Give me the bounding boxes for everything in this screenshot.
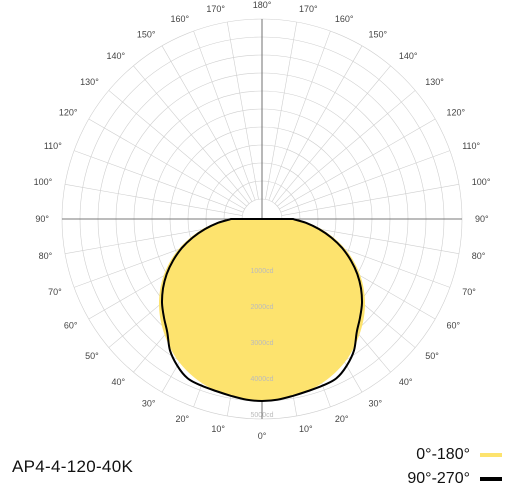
grid-spoke	[274, 65, 391, 204]
radial-labels: 1000cd 2000cd 3000cd 4000cd 5000cd	[251, 268, 274, 419]
angle-label: 120°	[59, 108, 78, 118]
angle-label: 40°	[111, 377, 125, 387]
angle-label: 170°	[206, 4, 225, 14]
legend-swatch-0-180	[480, 453, 502, 457]
angle-label: 20°	[335, 414, 349, 424]
angle-label: 60°	[64, 321, 78, 331]
radial-label: 1000cd	[251, 268, 274, 275]
angle-label: 100°	[472, 177, 491, 187]
series-0-180	[158, 219, 366, 401]
grid-spoke	[280, 150, 451, 213]
angle-label: 130°	[425, 77, 444, 87]
legend-item-0-180: 0°-180°	[416, 446, 502, 464]
angle-label: 10°	[299, 424, 313, 434]
angle-label: 90°	[475, 214, 489, 224]
legend-label-90-270: 90°-270°	[407, 470, 470, 487]
angle-label: 150°	[137, 30, 156, 40]
angle-label: 50°	[425, 351, 439, 361]
angle-label: 50°	[85, 351, 99, 361]
legend-label-0-180: 0°-180°	[416, 446, 470, 463]
radial-label: 5000cd	[251, 412, 274, 419]
grid-spoke	[281, 183, 460, 216]
radial-label: 2000cd	[251, 304, 274, 311]
angle-label: 130°	[80, 77, 99, 87]
radial-label: 4000cd	[251, 376, 274, 383]
angle-labels: 0° 10° 20° 30° 40° 50° 60° 70° 80° 90° 100° 110° 120…	[34, 0, 491, 440]
legend-item-90-270: 90°-270°	[407, 470, 502, 488]
grid-spoke	[64, 183, 243, 216]
grid-spoke	[193, 30, 256, 201]
angle-label: 0°	[258, 431, 267, 440]
legend-swatch-90-270	[480, 477, 502, 481]
angle-label: 120°	[447, 108, 466, 118]
grid-spoke	[265, 21, 298, 200]
angle-label: 160°	[170, 14, 189, 24]
grid-spoke	[88, 118, 245, 210]
angle-label: 140°	[399, 51, 418, 61]
angle-label: 20°	[175, 414, 189, 424]
angle-label: 110°	[44, 141, 62, 151]
angle-label: 70°	[462, 287, 476, 297]
radial-label: 3000cd	[251, 340, 274, 347]
grid-spoke	[226, 21, 259, 200]
angle-label: 60°	[447, 321, 461, 331]
grid-spoke	[161, 45, 253, 202]
series-layer	[158, 218, 366, 403]
angle-label: 10°	[211, 424, 225, 434]
grid-spoke	[268, 30, 331, 201]
grid-spoke	[108, 90, 247, 207]
angle-label: 150°	[369, 30, 388, 40]
series-90-270	[160, 218, 364, 403]
angle-label: 40°	[399, 377, 413, 387]
polar-chart: 0° 10° 20° 30° 40° 50° 60° 70° 80° 90° 100° 110° 120…	[34, 0, 491, 440]
angle-label: 180°	[253, 0, 272, 10]
angle-label: 70°	[48, 287, 62, 297]
angle-label: 80°	[39, 251, 53, 261]
grid-spoke	[73, 150, 244, 213]
grid-spoke	[133, 65, 250, 204]
angle-label: 160°	[335, 14, 354, 24]
angle-label: 90°	[35, 214, 49, 224]
angle-label: 170°	[299, 4, 318, 14]
grid-spoke	[279, 118, 436, 210]
angle-label: 30°	[369, 399, 383, 409]
angle-label: 140°	[106, 51, 125, 61]
model-label: AP4-4-120-40K	[12, 457, 134, 476]
grid-spoke	[277, 90, 416, 207]
angle-label: 100°	[34, 177, 53, 187]
angle-label: 30°	[142, 399, 156, 409]
angle-label: 80°	[472, 251, 486, 261]
grid-spoke	[271, 45, 363, 202]
angle-label: 110°	[462, 141, 480, 151]
